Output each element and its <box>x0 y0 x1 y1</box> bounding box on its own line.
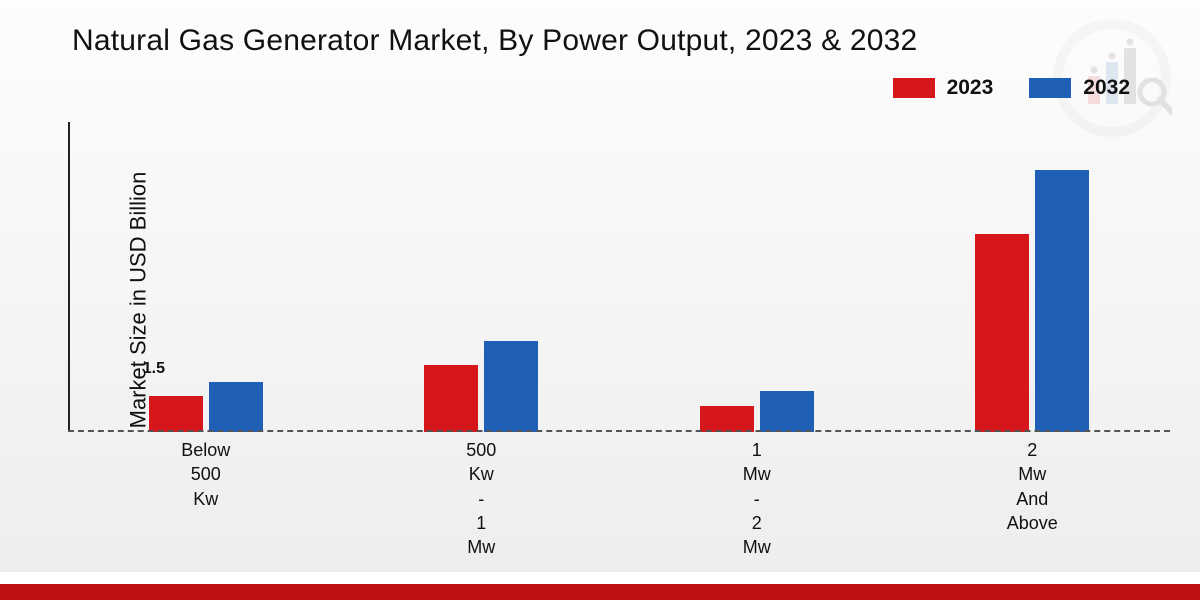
bar-pair <box>975 170 1089 432</box>
bar-2023 <box>700 406 754 432</box>
bar-group <box>619 122 895 432</box>
plot-area: 1.5 <box>68 122 1170 432</box>
bar-group <box>344 122 620 432</box>
x-axis-labels: Below 500 Kw500 Kw - 1 Mw1 Mw - 2 Mw2 Mw… <box>68 438 1170 559</box>
chart-page: Natural Gas Generator Market, By Power O… <box>0 0 1200 600</box>
bar-group <box>895 122 1171 432</box>
x-axis-label: 500 Kw - 1 Mw <box>344 438 620 559</box>
bar-group: 1.5 <box>68 122 344 432</box>
legend: 2023 2032 <box>893 76 1130 100</box>
bar-pair <box>424 341 538 432</box>
bar-2023 <box>424 365 478 432</box>
legend-label-2032: 2032 <box>1083 76 1130 100</box>
bar-2032 <box>209 382 263 432</box>
bar-2032 <box>1035 170 1089 432</box>
x-axis-label: Below 500 Kw <box>68 438 344 559</box>
bar-2023 <box>975 234 1029 432</box>
x-axis-baseline <box>68 430 1170 432</box>
chart-title: Natural Gas Generator Market, By Power O… <box>72 24 917 58</box>
bar-pair <box>700 391 814 432</box>
bar-groups: 1.5 <box>68 122 1170 432</box>
bar-value-label: 1.5 <box>143 360 165 378</box>
x-axis-label: 1 Mw - 2 Mw <box>619 438 895 559</box>
bar-pair: 1.5 <box>149 382 263 432</box>
x-axis-label: 2 Mw And Above <box>895 438 1171 559</box>
legend-label-2023: 2023 <box>947 76 994 100</box>
bar-2032 <box>484 341 538 432</box>
footer-gap <box>0 572 1200 584</box>
legend-item-2032: 2032 <box>1029 76 1130 100</box>
bar-2032 <box>760 391 814 432</box>
footer-bar <box>0 584 1200 600</box>
legend-swatch-2023 <box>893 78 935 98</box>
legend-item-2023: 2023 <box>893 76 994 100</box>
legend-swatch-2032 <box>1029 78 1071 98</box>
bar-2023: 1.5 <box>149 396 203 432</box>
